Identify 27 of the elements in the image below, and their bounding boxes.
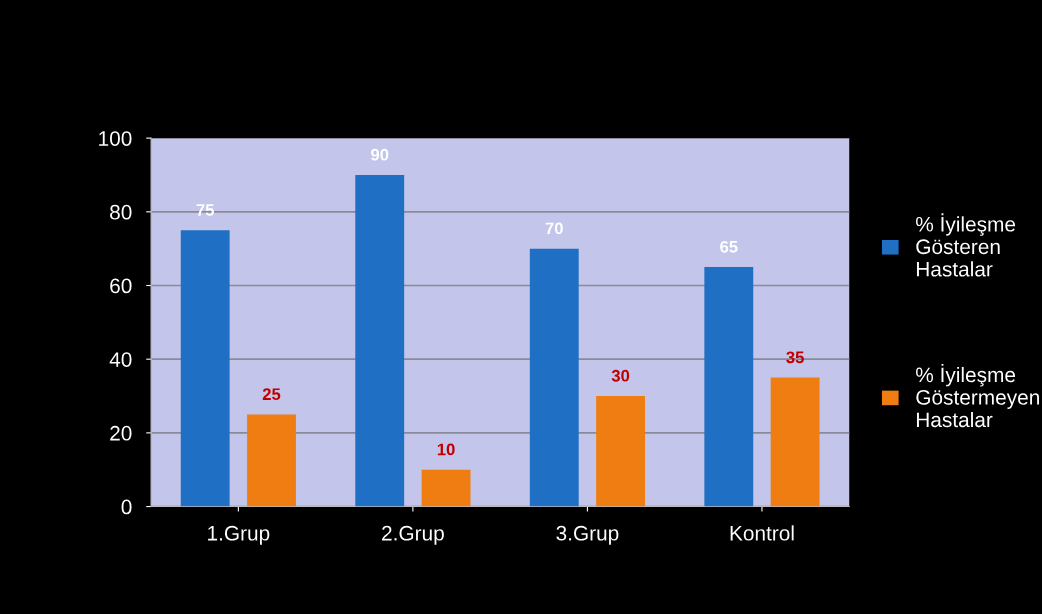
bar [421, 469, 471, 507]
x-tick-label: 2.Grup [382, 525, 444, 545]
x-tick-label: 1.Grup [208, 525, 270, 545]
bar [704, 267, 754, 507]
bar [247, 414, 296, 507]
x-tick-label: 3.Grup [556, 525, 619, 545]
legend-label: % İyileşme Gösteren Hastalar [916, 213, 1016, 277]
y-tick-label: 100 [99, 131, 132, 146]
y-tick-label: 80 [110, 204, 132, 220]
data-label: 65 [720, 240, 738, 253]
bar [355, 174, 405, 507]
y-tick-label: 20 [110, 425, 132, 441]
bar [596, 396, 646, 507]
data-label: 90 [371, 148, 389, 161]
data-label: 30 [611, 369, 630, 382]
data-label: 35 [786, 351, 804, 364]
legend-label: % İyileşme Göstermeyen Hastalar [916, 364, 1039, 428]
bar [529, 248, 579, 507]
data-label: 70 [545, 222, 563, 235]
y-tick-label: 60 [110, 278, 132, 294]
data-label: 10 [437, 443, 455, 456]
data-label: 25 [262, 388, 281, 401]
y-tick-label: 40 [109, 352, 132, 367]
x-tick-label: Kontrol [730, 525, 794, 541]
bar [180, 230, 230, 507]
bar [770, 377, 820, 507]
y-tick-label: 0 [121, 499, 132, 515]
